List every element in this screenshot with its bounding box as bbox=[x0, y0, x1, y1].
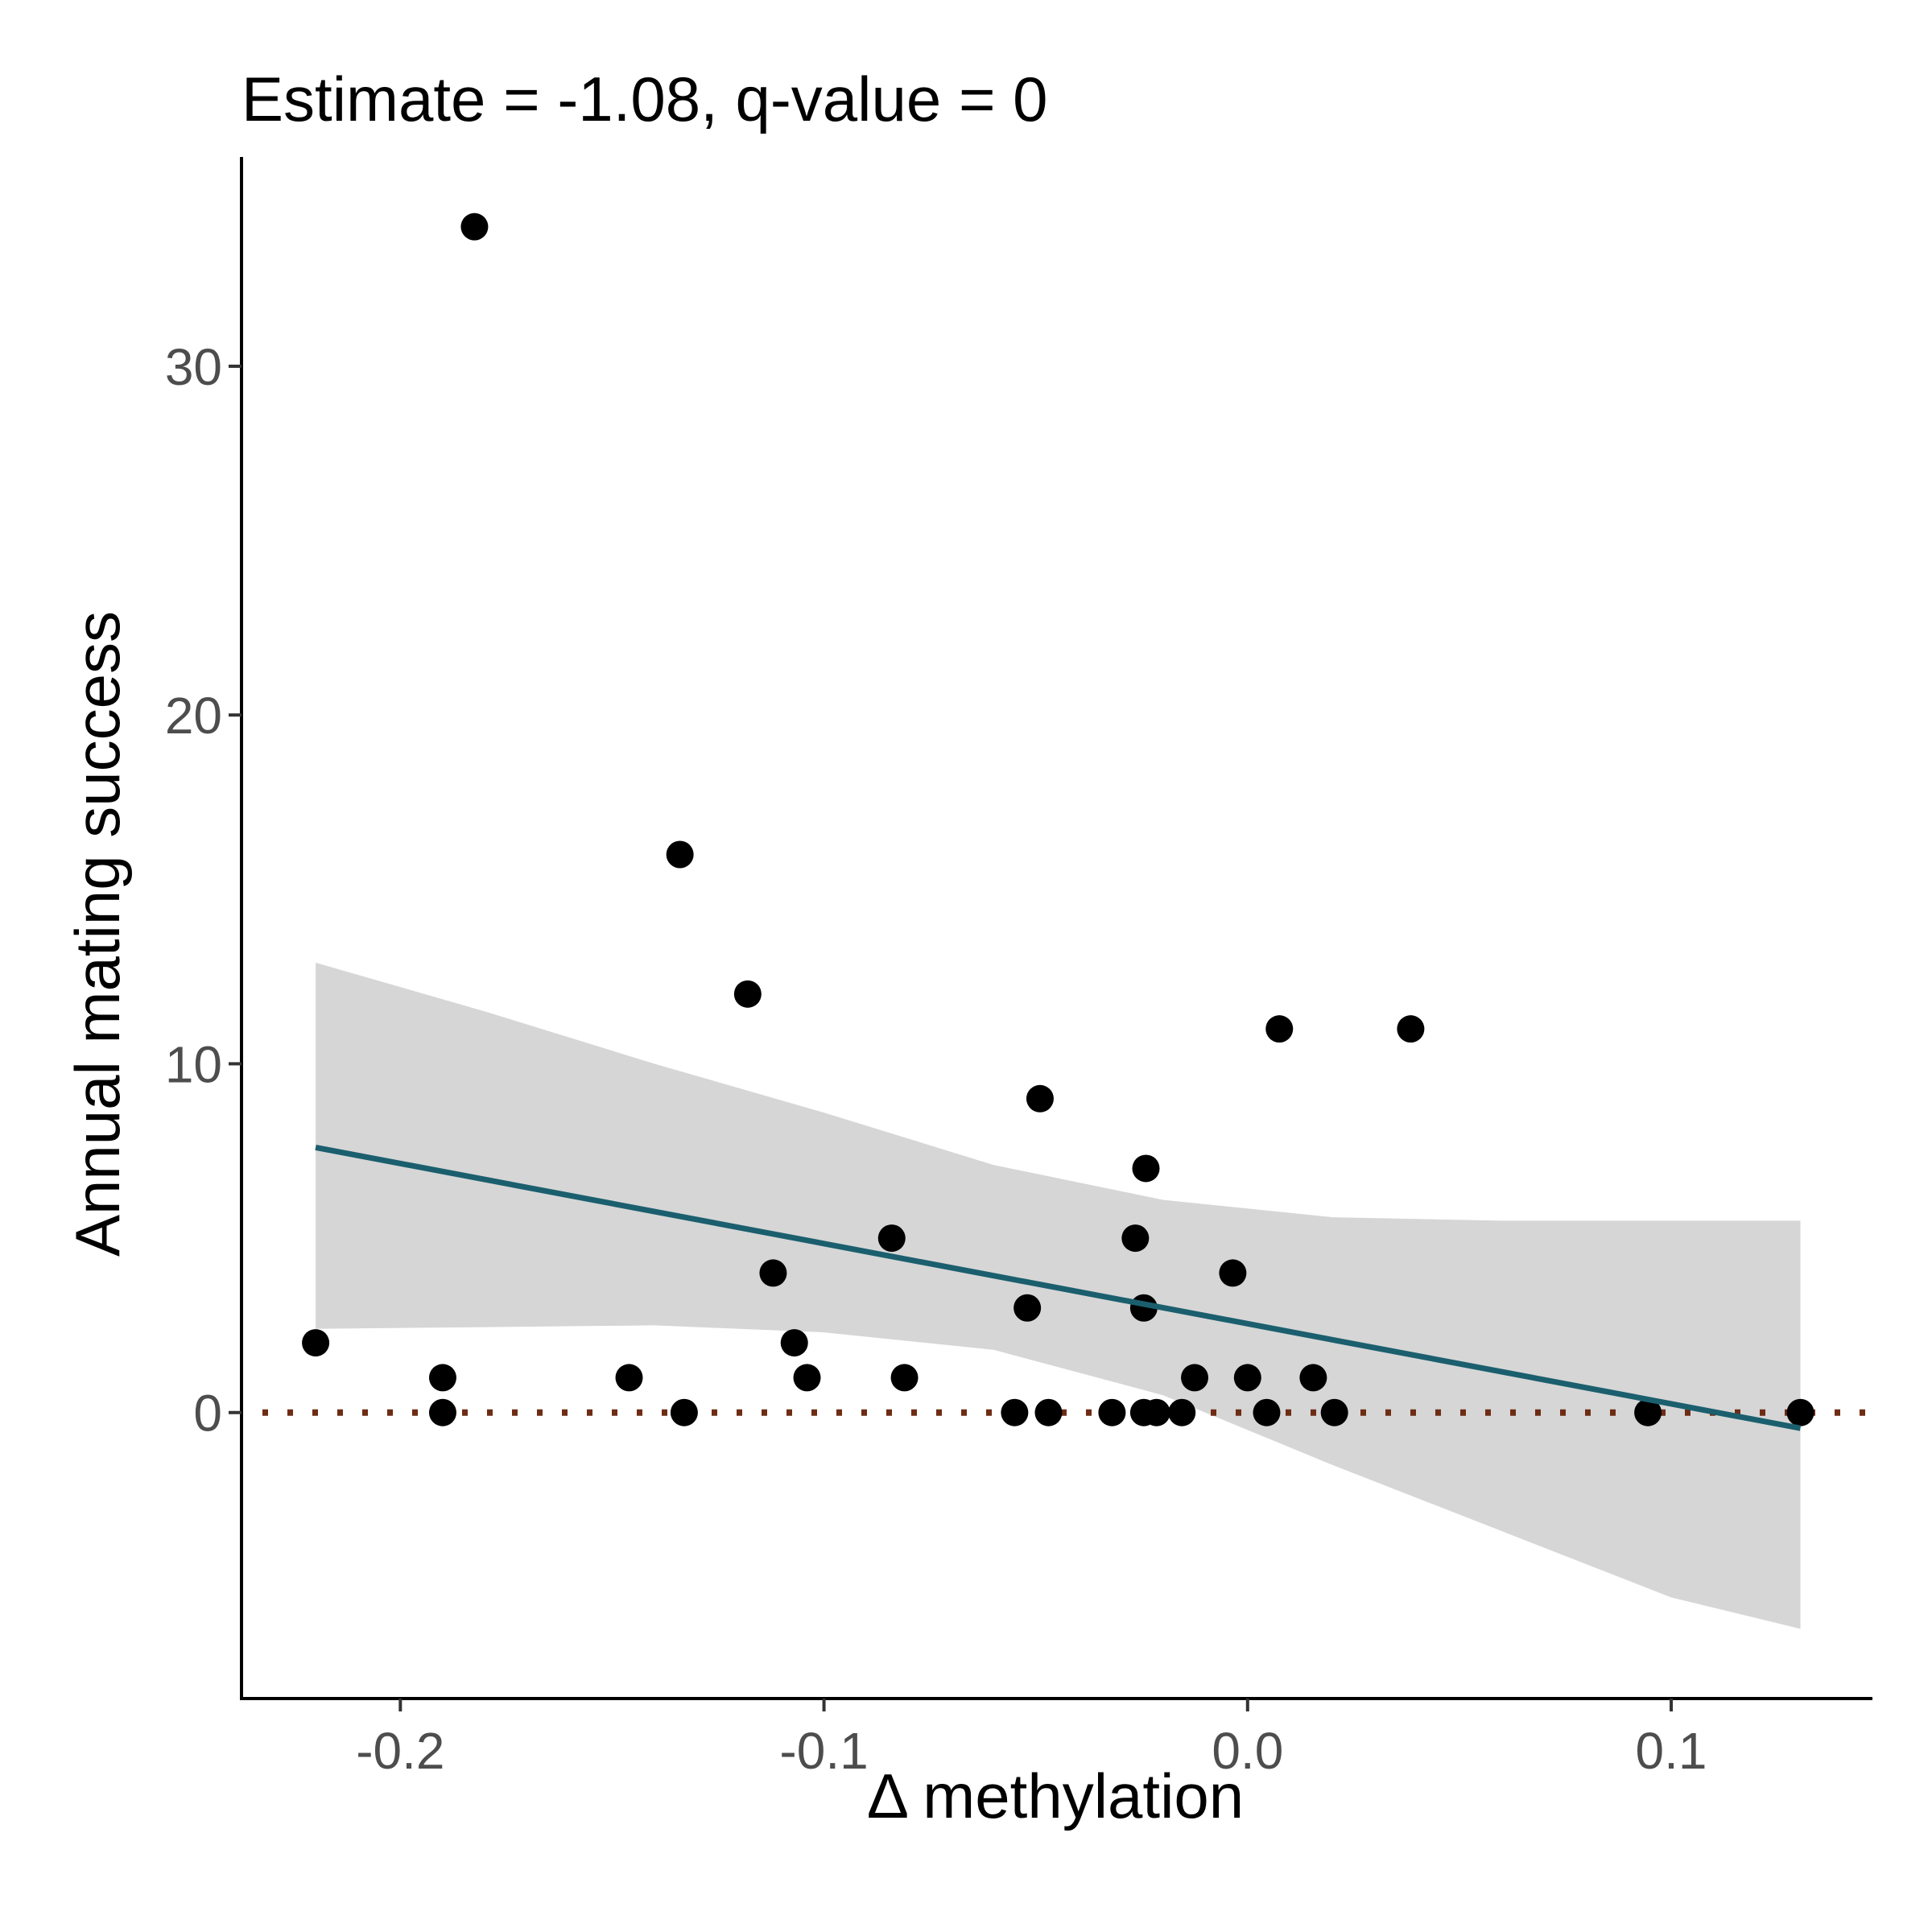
x-tick-label: 0.0 bbox=[1212, 1722, 1283, 1780]
data-point-22 bbox=[1132, 1154, 1160, 1183]
data-point-9 bbox=[759, 1259, 787, 1287]
data-point-6 bbox=[666, 840, 694, 869]
data-point-31 bbox=[1320, 1398, 1348, 1426]
y-tick-label: 10 bbox=[165, 1035, 222, 1093]
y-tick-label: 30 bbox=[165, 338, 222, 396]
data-point-15 bbox=[1013, 1294, 1042, 1322]
confidence-band bbox=[316, 962, 1801, 1629]
data-point-11 bbox=[793, 1364, 821, 1392]
data-point-12 bbox=[877, 1224, 906, 1253]
data-point-16 bbox=[1026, 1084, 1054, 1113]
regression-line bbox=[315, 1145, 1802, 1431]
data-point-25 bbox=[1181, 1364, 1209, 1392]
data-point-10 bbox=[780, 1329, 808, 1357]
data-point-29 bbox=[1265, 1015, 1294, 1043]
data-point-23 bbox=[1142, 1398, 1170, 1426]
data-point-4 bbox=[460, 213, 489, 241]
data-point-5 bbox=[615, 1364, 643, 1392]
x-tick-label: -0.1 bbox=[779, 1722, 868, 1780]
data-point-17 bbox=[1034, 1398, 1063, 1426]
data-point-32 bbox=[1397, 1015, 1425, 1043]
data-point-13 bbox=[890, 1364, 919, 1392]
x-axis-title: Δ methylation bbox=[867, 1761, 1244, 1831]
data-point-24 bbox=[1168, 1398, 1196, 1426]
chart-title: Estimate = -1.08, q-value = 0 bbox=[242, 64, 1048, 134]
y-tick-label: 20 bbox=[165, 687, 222, 745]
data-point-34 bbox=[1786, 1398, 1814, 1426]
data-point-33 bbox=[1634, 1398, 1662, 1426]
data-point-28 bbox=[1253, 1398, 1281, 1426]
data-point-8 bbox=[733, 980, 762, 1008]
data-point-18 bbox=[1098, 1398, 1126, 1426]
data-point-27 bbox=[1233, 1364, 1261, 1392]
y-axis-title: Annual mating success bbox=[62, 611, 133, 1257]
x-tick-label: -0.2 bbox=[356, 1722, 444, 1780]
y-tick-label: 0 bbox=[193, 1385, 222, 1443]
data-point-14 bbox=[1001, 1398, 1029, 1426]
points-layer bbox=[302, 213, 1814, 1426]
data-point-7 bbox=[670, 1398, 698, 1426]
data-point-19 bbox=[1121, 1224, 1150, 1253]
data-point-3 bbox=[428, 1398, 456, 1426]
x-tick-label: 0.1 bbox=[1636, 1722, 1707, 1780]
data-point-2 bbox=[428, 1364, 456, 1392]
data-point-1 bbox=[302, 1329, 330, 1357]
axes-layer: -0.2 -0.1 0.0 0.1 0 10 20 30 bbox=[165, 157, 1872, 1780]
fit-line-layer bbox=[315, 1145, 1802, 1431]
data-point-26 bbox=[1219, 1259, 1247, 1287]
confidence-band-layer bbox=[316, 962, 1801, 1629]
data-point-30 bbox=[1299, 1364, 1327, 1392]
